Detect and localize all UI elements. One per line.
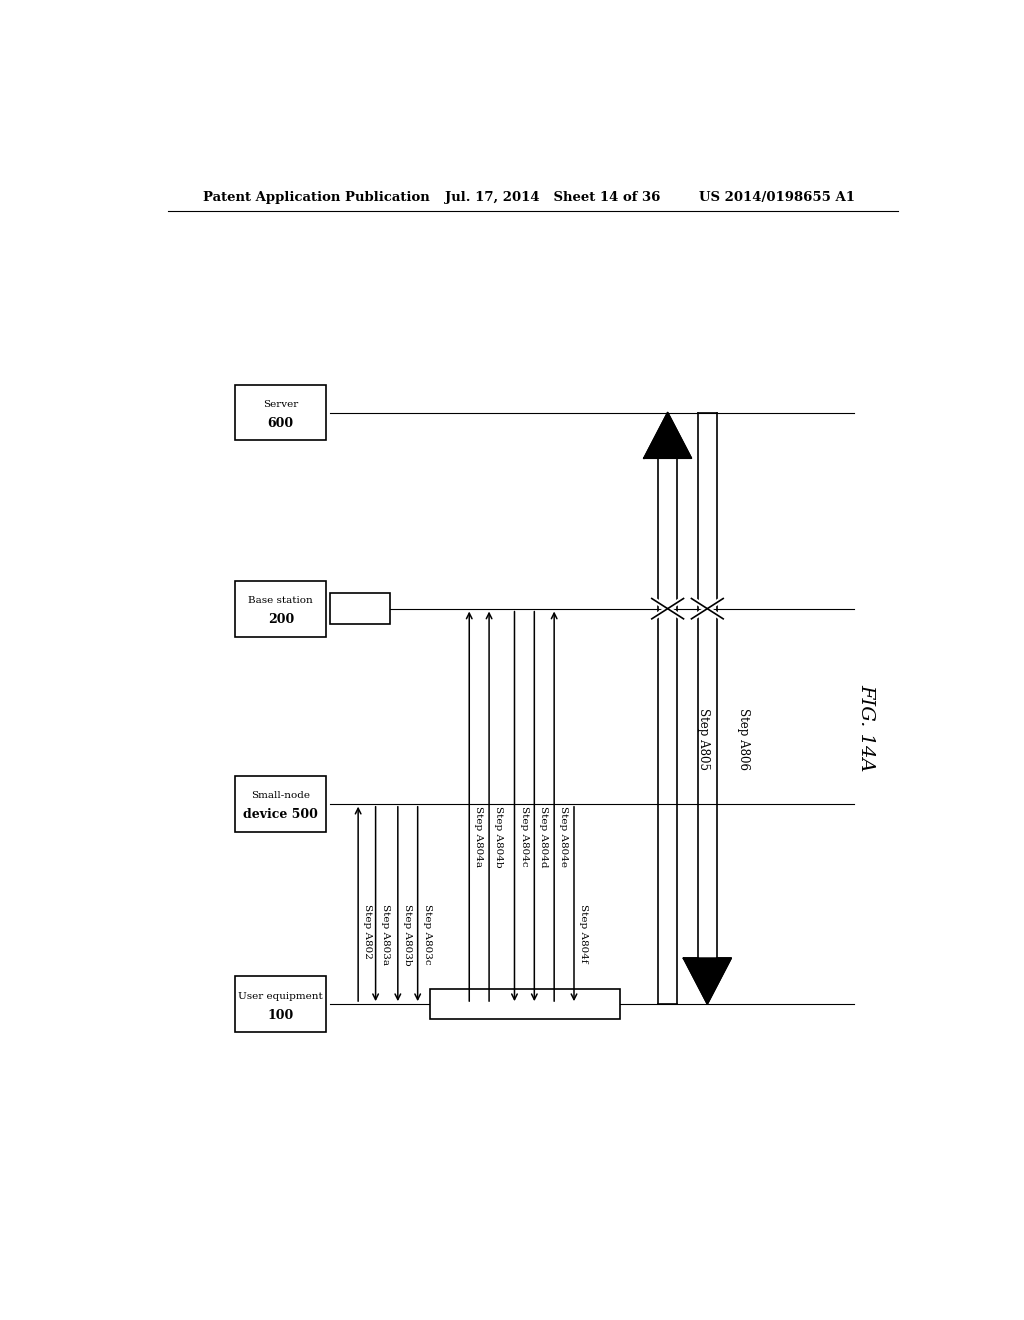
Text: Step A803a: Step A803a xyxy=(381,904,389,965)
Text: Small-node: Small-node xyxy=(251,792,310,800)
Text: device 500: device 500 xyxy=(244,808,318,821)
Text: Step A804d: Step A804d xyxy=(540,807,548,867)
Text: Step A805: Step A805 xyxy=(697,709,710,771)
Text: Step A804f: Step A804f xyxy=(579,904,588,962)
Bar xyxy=(236,776,327,832)
Text: Step A804c: Step A804c xyxy=(519,807,528,867)
Text: US 2014/0198655 A1: US 2014/0198655 A1 xyxy=(699,190,855,203)
Polygon shape xyxy=(684,958,731,1005)
Text: Step A803b: Step A803b xyxy=(402,904,412,965)
Bar xyxy=(430,989,621,1019)
Text: Step A804e: Step A804e xyxy=(559,807,568,867)
Text: Server: Server xyxy=(263,400,298,409)
Polygon shape xyxy=(644,412,691,458)
Text: Jul. 17, 2014   Sheet 14 of 36: Jul. 17, 2014 Sheet 14 of 36 xyxy=(445,190,660,203)
Bar xyxy=(236,581,327,636)
Bar xyxy=(236,975,327,1032)
Text: Step A804a: Step A804a xyxy=(474,807,483,867)
Text: Step A802: Step A802 xyxy=(364,904,372,958)
Text: 100: 100 xyxy=(267,1008,294,1022)
Bar xyxy=(331,594,390,624)
Text: FIG. 14A: FIG. 14A xyxy=(857,684,876,771)
Text: Step A803c: Step A803c xyxy=(423,904,432,965)
Text: Patent Application Publication: Patent Application Publication xyxy=(204,190,430,203)
Text: 200: 200 xyxy=(267,614,294,627)
Text: Base station: Base station xyxy=(249,597,313,606)
Text: User equipment: User equipment xyxy=(239,991,324,1001)
Text: 600: 600 xyxy=(267,417,294,430)
Bar xyxy=(236,384,327,441)
Text: Step A806: Step A806 xyxy=(736,709,750,771)
Text: Step A804b: Step A804b xyxy=(495,807,503,869)
